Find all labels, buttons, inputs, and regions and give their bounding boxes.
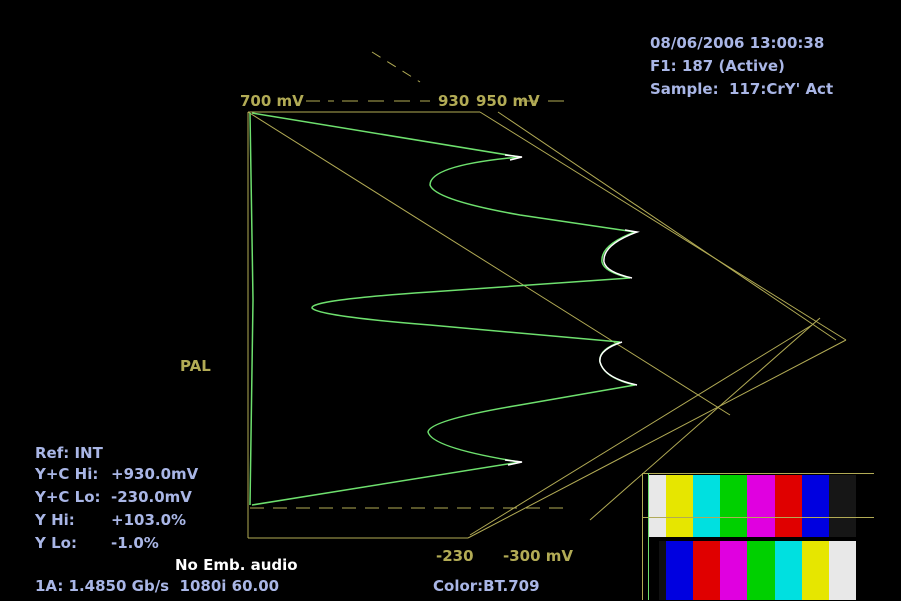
bar-red-top [775, 475, 802, 537]
inner-upper-diagonal [497, 111, 837, 341]
bar-dark-bottom [659, 541, 666, 600]
yc-hi-label: Y+C Hi: [35, 465, 99, 483]
bar-green-top [720, 475, 747, 537]
bar-yellow-bottom [802, 541, 829, 600]
trace-main-curve [251, 112, 636, 506]
status-sample: Sample: 117:CrY' Act [650, 80, 834, 98]
top-diagonal-dash [371, 51, 421, 83]
bar-blue-bottom [666, 541, 693, 600]
highlight-3 [599, 341, 638, 386]
scale-label-minus-230: -230 [436, 547, 474, 565]
scale-label-700mv: 700 mV [240, 92, 304, 110]
highlight-1 [504, 154, 523, 161]
thumbnail-frame [642, 473, 874, 600]
yc-lo-label: Y+C Lo: [35, 488, 101, 506]
color-space: Color:BT.709 [433, 577, 540, 595]
inner-lower-diagonal-2 [469, 324, 813, 536]
scale-label-950mv: 950 mV [476, 92, 540, 110]
bar-white-top [648, 475, 666, 537]
y-lo-value: -1.0% [111, 534, 159, 552]
inner-lower-diagonal [589, 317, 821, 521]
thumbnail-sample-cursor [648, 473, 649, 600]
input-format: 1A: 1.4850 Gb/s 1080i 60.00 [35, 577, 280, 595]
bar-blue-top [802, 475, 829, 537]
yc-hi-value: +930.0mV [111, 465, 199, 483]
y-lo-label: Y Lo: [35, 534, 77, 552]
trace-highlights [504, 154, 640, 466]
highlight-2 [603, 229, 640, 279]
box-lower-diagonal [467, 339, 847, 539]
format-label-pal: PAL [180, 357, 211, 375]
status-datetime: 08/06/2006 13:00:38 [650, 34, 825, 52]
audio-status: No Emb. audio [175, 556, 298, 574]
scale-label-930: 930 [438, 92, 470, 110]
yc-lo-value: -230.0mV [111, 488, 192, 506]
bar-white-bottom [829, 541, 856, 600]
bar-green-bottom [747, 541, 775, 600]
status-field: F1: 187 (Active) [650, 57, 785, 75]
reference-source: Ref: INT [35, 444, 103, 462]
box-upper-diagonal [479, 111, 847, 341]
bar-magenta-bottom [720, 541, 747, 600]
y-hi-label: Y Hi: [35, 511, 75, 529]
center-diagonal [247, 111, 731, 416]
bar-black-top [829, 475, 856, 537]
bar-magenta-top [747, 475, 775, 537]
graticule [247, 51, 847, 539]
bar-cyan-bottom [775, 541, 802, 600]
trace-left-vertical [249, 112, 254, 506]
picture-thumbnail [642, 473, 874, 600]
bar-red-bottom [693, 541, 720, 600]
bar-yellow-top [666, 475, 693, 537]
highlight-4 [504, 459, 523, 466]
scale-label-minus-300mv: -300 mV [503, 547, 573, 565]
thumbnail-line-marker [642, 517, 874, 518]
y-hi-value: +103.0% [111, 511, 187, 529]
bar-cyan-top [693, 475, 720, 537]
signal-trace [249, 112, 636, 506]
